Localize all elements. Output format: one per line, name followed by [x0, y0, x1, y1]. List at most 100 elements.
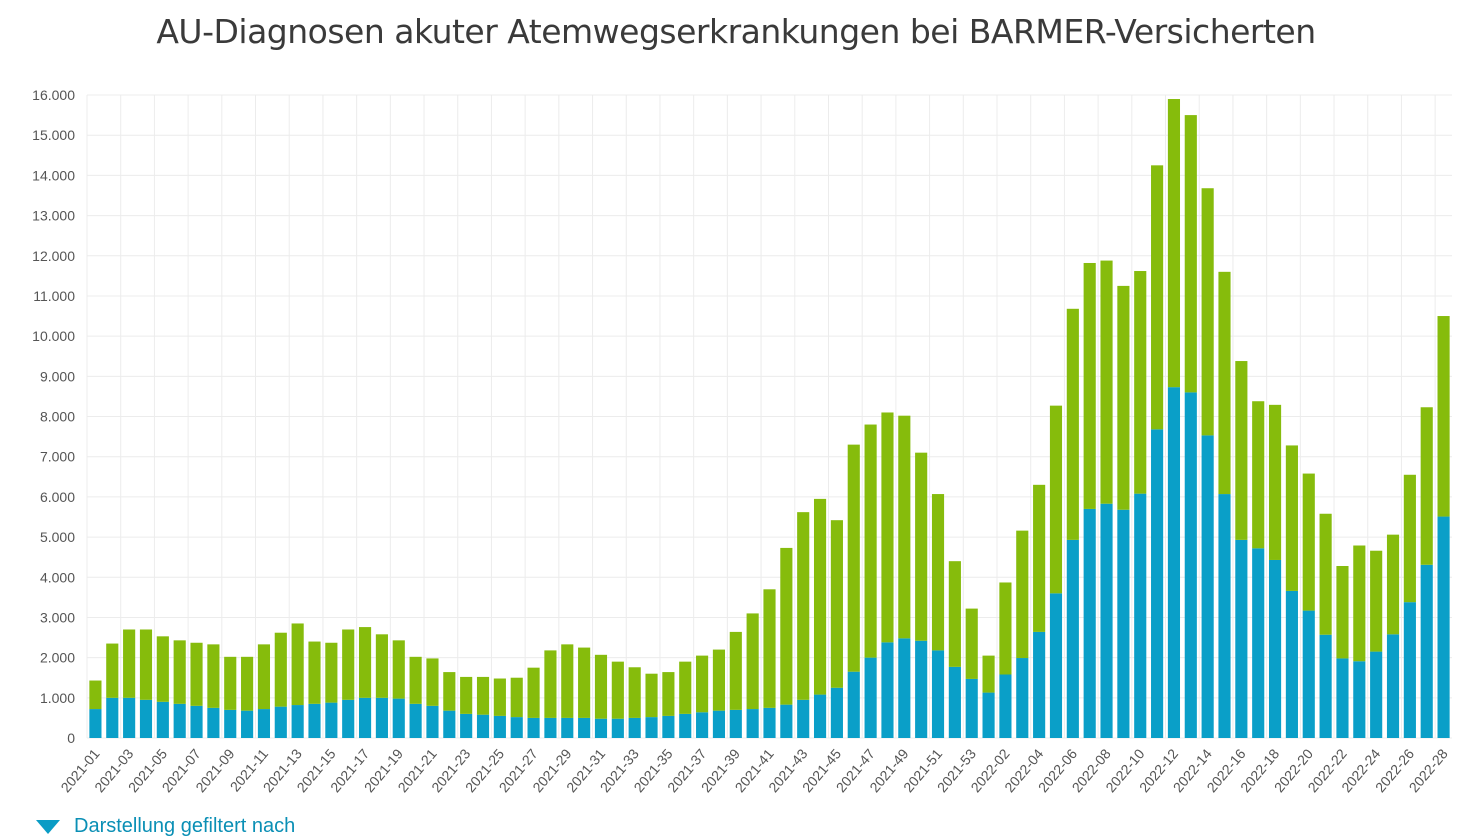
bar-green-2021-24	[476, 676, 490, 715]
bar-green-2021-13	[291, 623, 304, 706]
bar-blue-2021-41	[763, 707, 776, 738]
bar-blue-2021-47	[864, 657, 877, 738]
bar-green-2021-41	[763, 589, 776, 708]
bar-green-2021-28	[544, 650, 557, 718]
bar-green-2021-11	[257, 644, 271, 710]
bar-blue-2022-24	[1370, 651, 1383, 738]
bar-green-2022-06	[1066, 308, 1079, 540]
triangle-down-icon	[36, 819, 60, 834]
filter-toggle[interactable]: Darstellung gefiltert nach	[36, 815, 295, 838]
bar-green-2021-16	[342, 629, 355, 700]
bar-green-2021-39	[729, 631, 742, 710]
bar-green-2021-51	[931, 494, 945, 651]
bar-blue-2021-13	[291, 705, 304, 738]
bar-blue-2021-29	[561, 717, 574, 738]
bar-blue-2021-48	[881, 642, 894, 738]
bar-green-2022-23	[1353, 545, 1366, 662]
bar-green-2022-09	[1117, 285, 1130, 510]
bar-blue-2022-26	[1403, 602, 1416, 738]
y-tick-label: 7.000	[40, 449, 75, 465]
bar-green-2022-27	[1420, 407, 1433, 565]
bar-blue-2022-22	[1336, 658, 1349, 738]
bar-green-2021-06	[173, 640, 186, 704]
bar-green-2021-17	[358, 627, 372, 698]
bar-blue-2021-24	[476, 714, 490, 738]
y-tick-label: 10.000	[32, 328, 75, 344]
bar-blue-2021-02	[106, 697, 119, 738]
bar-green-2021-07	[190, 642, 203, 706]
y-tick-label: 13.000	[32, 208, 75, 224]
bar-blue-2021-25	[493, 715, 506, 738]
bar-green-2021-30	[578, 647, 591, 718]
bar-green-2022-26	[1403, 474, 1416, 603]
bar-green-2021-50	[915, 452, 928, 641]
bar-green-2022-13	[1184, 115, 1197, 393]
bar-blue-2022-07	[1083, 508, 1096, 738]
chart-title: AU-Diagnosen akuter Atemwegserkrankungen…	[156, 12, 1316, 51]
y-tick-label: 2.000	[40, 650, 75, 666]
bar-blue-2021-23	[460, 713, 473, 738]
bar-green-2022-10	[1134, 271, 1147, 494]
y-tick-label: 14.000	[32, 167, 75, 183]
y-tick-label: 16.000	[32, 87, 75, 103]
y-tick-label: 9.000	[40, 368, 75, 384]
bar-blue-2021-52	[948, 666, 961, 738]
bar-green-2021-40	[746, 613, 759, 710]
bar-green-2022-15	[1218, 271, 1231, 495]
bar-blue-2021-37	[696, 712, 709, 738]
bar-blue-2022-28	[1437, 516, 1450, 738]
bar-blue-2021-38	[712, 710, 726, 738]
bar-blue-2022-17	[1252, 548, 1265, 738]
bar-blue-2022-23	[1353, 661, 1366, 738]
bar-green-2021-14	[308, 641, 321, 704]
bar-blue-2021-17	[358, 697, 372, 738]
bar-green-2021-36	[679, 661, 692, 714]
bar-green-2021-08	[207, 644, 220, 708]
bar-green-2021-09	[224, 656, 237, 710]
bar-green-2021-33	[628, 667, 641, 718]
bar-blue-2021-03	[123, 697, 136, 738]
bar-blue-2022-27	[1420, 564, 1433, 738]
bar-green-2021-26	[510, 677, 523, 718]
bar-green-2021-48	[881, 412, 894, 643]
bar-green-2021-22	[443, 672, 456, 711]
bar-blue-2021-15	[325, 702, 338, 738]
bar-blue-2021-28	[544, 717, 557, 738]
bar-green-2022-17	[1252, 401, 1265, 549]
bar-blue-2021-45	[830, 687, 843, 738]
bar-green-2022-01	[982, 655, 995, 693]
bar-blue-2021-34	[645, 717, 658, 738]
bar-blue-2021-06	[173, 703, 186, 738]
bar-blue-2021-14	[308, 703, 321, 738]
bar-blue-2022-15	[1218, 494, 1231, 738]
y-tick-label: 3.000	[40, 609, 75, 625]
bar-green-2021-29	[561, 644, 574, 718]
bar-blue-2021-31	[594, 718, 608, 738]
bar-green-2021-45	[830, 520, 843, 688]
bar-blue-2022-14	[1201, 435, 1214, 738]
filter-label: Darstellung gefiltert nach	[74, 815, 296, 837]
bar-green-2021-49	[898, 415, 911, 639]
bar-blue-2021-16	[342, 699, 355, 738]
bar-blue-2022-10	[1134, 493, 1147, 738]
bar-blue-2021-42	[780, 704, 793, 738]
bar-green-2022-12	[1167, 99, 1181, 388]
bar-blue-2021-53	[965, 678, 978, 738]
bar-green-2022-21	[1319, 513, 1332, 635]
bar-green-2022-14	[1201, 188, 1214, 436]
bar-blue-2021-26	[510, 717, 523, 738]
bar-blue-2021-43	[797, 699, 810, 738]
bar-green-2021-27	[527, 667, 540, 718]
bar-blue-2021-51	[931, 650, 945, 738]
bar-green-2021-12	[274, 632, 287, 707]
bar-green-2021-47	[864, 424, 877, 658]
bar-blue-2021-01	[89, 709, 102, 738]
bar-blue-2022-19	[1285, 590, 1298, 738]
bar-blue-2021-27	[527, 717, 540, 738]
bar-green-2021-43	[797, 512, 810, 700]
bar-green-2022-16	[1235, 361, 1248, 540]
bar-blue-2021-46	[847, 671, 860, 738]
y-tick-label: 0	[67, 730, 75, 746]
bar-green-2022-04	[1033, 484, 1046, 632]
y-tick-label: 4.000	[40, 569, 75, 585]
